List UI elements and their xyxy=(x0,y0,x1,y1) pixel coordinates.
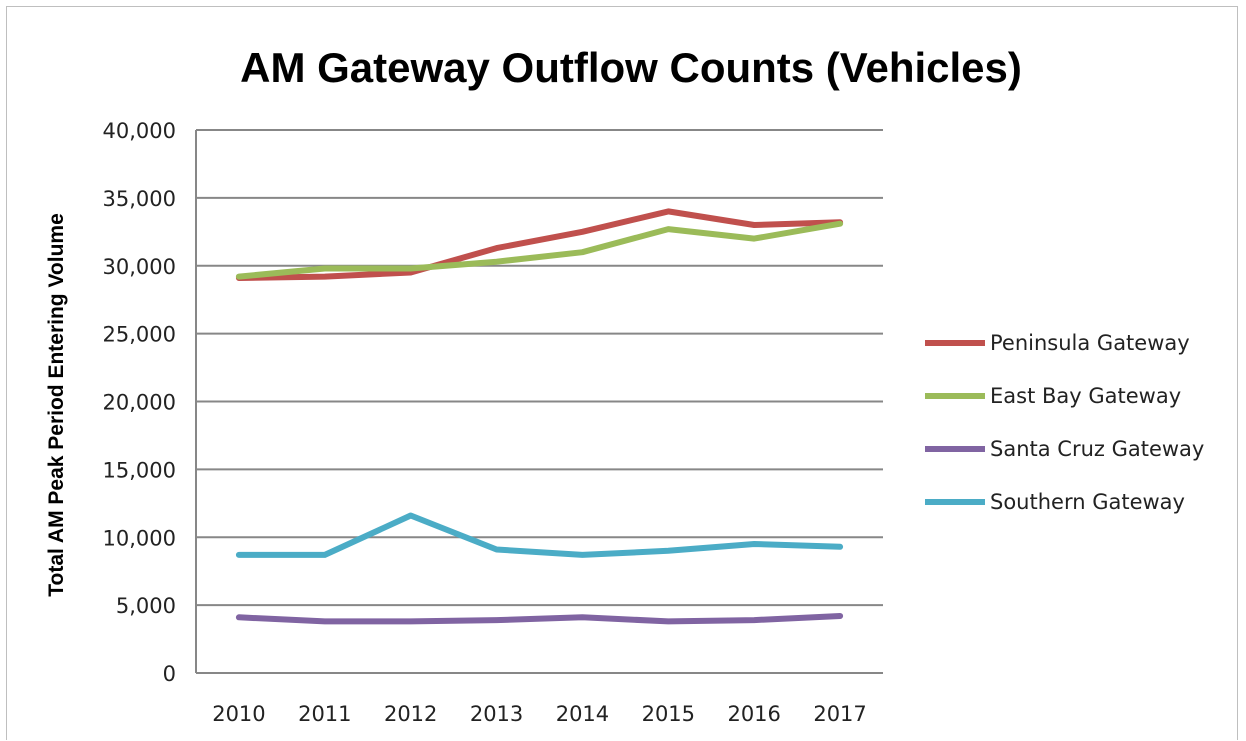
x-tick-label: 2013 xyxy=(470,702,523,726)
x-tick-label: 2017 xyxy=(813,702,866,726)
y-tick-label: 15,000 xyxy=(103,458,176,482)
y-tick-label: 0 xyxy=(163,662,176,686)
x-tick-label: 2010 xyxy=(212,702,265,726)
legend-label: Peninsula Gateway xyxy=(990,331,1190,355)
y-tick-label: 30,000 xyxy=(103,255,176,279)
y-axis-ticks: 0 5,000 10,000 15,000 20,000 25,000 30,000 35,0… xyxy=(103,119,176,686)
series-line-peninsula-gateway xyxy=(235,208,844,281)
legend-label: Santa Cruz Gateway xyxy=(990,437,1204,461)
y-tick-label: 10,000 xyxy=(103,526,176,550)
x-tick-label: 2011 xyxy=(298,702,351,726)
y-tick-label: 35,000 xyxy=(103,187,176,211)
gridlines xyxy=(195,129,883,674)
legend: Peninsula Gateway East Bay Gateway Santa C… xyxy=(925,331,1204,514)
series-line-east-bay-gateway xyxy=(235,220,844,280)
y-tick-label: 20,000 xyxy=(103,391,176,415)
y-axis-label: Total AM Peak Period Entering Volume xyxy=(45,213,68,597)
y-tick-label: 5,000 xyxy=(116,594,176,618)
series-line-santa-cruz-gateway xyxy=(235,613,844,625)
series-lines xyxy=(235,208,844,625)
legend-label: Southern Gateway xyxy=(990,490,1185,514)
y-tick-label: 25,000 xyxy=(103,323,176,347)
x-axis-ticks: 2010 2011 2012 2013 2014 2015 2016 2017 xyxy=(212,702,867,726)
legend-label: East Bay Gateway xyxy=(990,384,1181,408)
chart-frame: AM Gateway Outflow Counts (Vehicles) 0 5,… xyxy=(6,6,1238,740)
line-chart: AM Gateway Outflow Counts (Vehicles) 0 5,… xyxy=(45,44,1204,726)
series-line-southern-gateway xyxy=(235,512,844,558)
x-tick-label: 2015 xyxy=(642,702,695,726)
x-tick-label: 2016 xyxy=(727,702,780,726)
chart-title: AM Gateway Outflow Counts (Vehicles) xyxy=(240,44,1022,91)
x-tick-label: 2014 xyxy=(556,702,609,726)
x-tick-label: 2012 xyxy=(384,702,437,726)
y-tick-label: 40,000 xyxy=(103,119,176,143)
